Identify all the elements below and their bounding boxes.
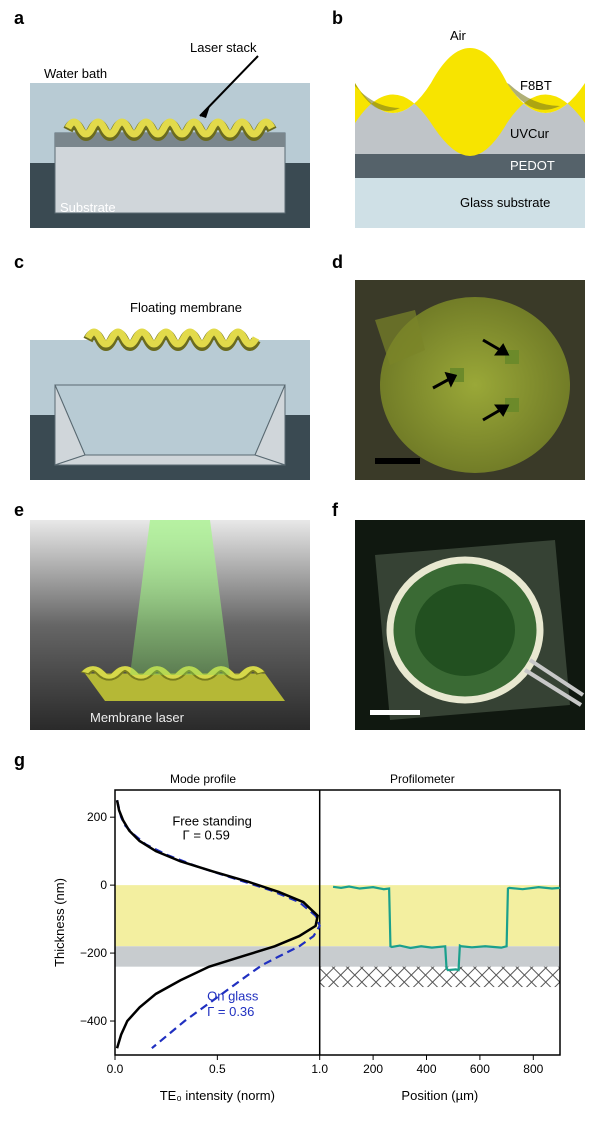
- svg-text:200: 200: [87, 810, 107, 824]
- svg-text:Thickness (nm): Thickness (nm): [52, 878, 67, 967]
- svg-text:−200: −200: [80, 946, 107, 960]
- anno-substrate: Substrate: [60, 200, 116, 215]
- label-e: e: [14, 500, 24, 521]
- svg-text:400: 400: [416, 1062, 436, 1076]
- title-prof: Profilometer: [390, 772, 455, 786]
- svg-text:800: 800: [523, 1062, 543, 1076]
- anno-pedot: PEDOT: [510, 158, 555, 173]
- label-f: f: [332, 500, 338, 521]
- panel-e: [30, 520, 310, 730]
- label-b: b: [332, 8, 343, 29]
- svg-text:Γ = 0.59: Γ = 0.59: [183, 827, 230, 842]
- svg-text:200: 200: [363, 1062, 383, 1076]
- svg-text:1.0: 1.0: [311, 1062, 328, 1076]
- title-mode: Mode profile: [170, 772, 236, 786]
- anno-waterbath: Water bath: [44, 66, 107, 81]
- svg-text:0: 0: [100, 878, 107, 892]
- svg-text:On glass: On glass: [207, 989, 259, 1004]
- anno-laserstack: Laser stack: [190, 40, 256, 55]
- panel-a: [30, 28, 310, 228]
- svg-text:Position (µm): Position (µm): [401, 1088, 478, 1103]
- anno-floating: Floating membrane: [130, 300, 242, 315]
- label-g: g: [14, 750, 25, 771]
- svg-text:0.0: 0.0: [107, 1062, 124, 1076]
- anno-memlaser: Membrane laser: [90, 710, 184, 725]
- anno-uvcur: UVCur: [510, 126, 549, 141]
- panel-d: [355, 280, 585, 480]
- anno-f8bt: F8BT: [520, 78, 552, 93]
- svg-text:600: 600: [470, 1062, 490, 1076]
- label-a: a: [14, 8, 24, 29]
- panel-g: 200 0 −200 −400 0.0 0.5 1.0 200 400 600 800 TE₀ int…: [50, 770, 570, 1110]
- svg-text:TE₀ intensity (norm): TE₀ intensity (norm): [160, 1088, 275, 1103]
- label-c: c: [14, 252, 24, 273]
- anno-air: Air: [450, 28, 466, 43]
- anno-glass: Glass substrate: [460, 195, 550, 210]
- svg-text:0.5: 0.5: [209, 1062, 226, 1076]
- svg-text:Γ = 0.36: Γ = 0.36: [207, 1004, 254, 1019]
- panel-f: [355, 520, 585, 730]
- svg-text:−400: −400: [80, 1014, 107, 1028]
- label-d: d: [332, 252, 343, 273]
